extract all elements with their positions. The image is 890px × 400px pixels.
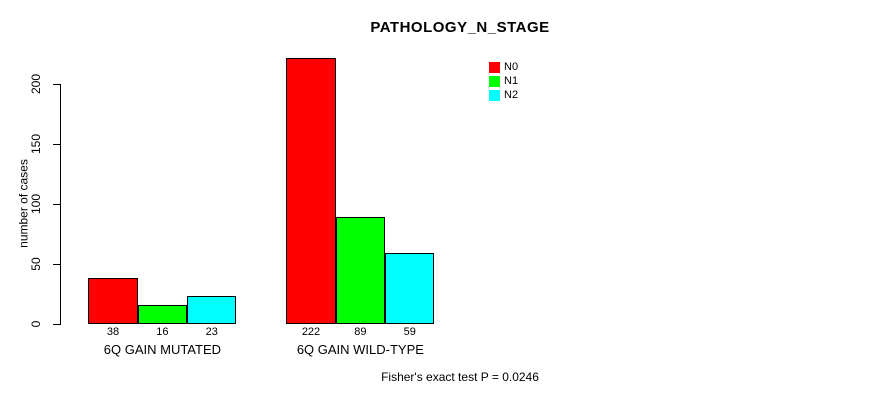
bar-n0-group1: [88, 278, 138, 324]
legend-label: N0: [504, 61, 519, 73]
y-tick-label: 150: [29, 133, 43, 155]
fisher-test-annotation: Fisher's exact test P = 0.0246: [381, 370, 539, 384]
legend-swatch-n0: [489, 62, 500, 73]
legend-swatch-n2: [489, 90, 500, 101]
legend-label: N2: [504, 89, 519, 101]
y-tick: [53, 204, 60, 205]
y-axis-line: [60, 84, 61, 325]
bar-value-label: 222: [301, 326, 321, 338]
y-tick-label: 200: [29, 73, 43, 95]
y-tick: [53, 264, 60, 265]
legend-item: N0: [489, 62, 518, 73]
bar-value-label: 23: [205, 326, 218, 338]
x-category-label-2: 6Q GAIN WILD-TYPE: [296, 342, 424, 357]
bar-value-label: 38: [106, 326, 120, 338]
legend-swatch-n1: [489, 76, 500, 87]
y-tick: [53, 84, 60, 85]
legend-item: N1: [489, 76, 518, 87]
bar-n0-group2: [286, 58, 336, 324]
bar-value-label: 16: [156, 326, 169, 338]
chart-title: PATHOLOGY_N_STAGE: [370, 19, 550, 36]
bar-n2-group2: [385, 253, 435, 324]
y-tick-label: 50: [29, 257, 43, 271]
legend-item: N2: [489, 90, 518, 101]
y-tick: [53, 144, 60, 145]
y-tick-label: 100: [29, 193, 43, 215]
bar-value-label: 59: [403, 326, 416, 338]
bar-value-label: 89: [354, 326, 367, 338]
bar-n1-group2: [335, 217, 386, 324]
y-tick-label: 0: [29, 320, 43, 328]
legend: N0 N1 N2: [489, 62, 518, 104]
y-tick: [53, 324, 60, 325]
bar-n1-group1: [137, 305, 188, 324]
x-category-label-1: 6Q GAIN MUTATED: [103, 342, 222, 357]
legend-label: N1: [504, 75, 519, 87]
bar-n2-group1: [187, 296, 237, 324]
